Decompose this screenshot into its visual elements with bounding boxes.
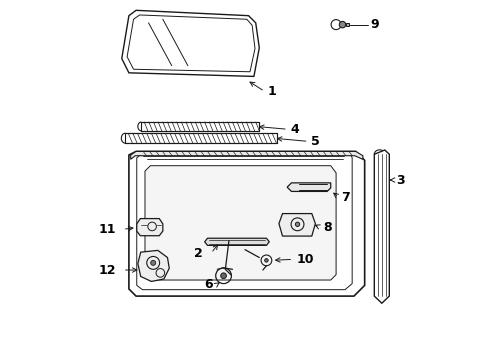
Text: 5: 5: [312, 135, 320, 148]
FancyBboxPatch shape: [346, 23, 348, 26]
Text: 4: 4: [291, 123, 299, 136]
Circle shape: [295, 222, 300, 226]
Circle shape: [265, 258, 268, 262]
Text: 12: 12: [98, 264, 116, 276]
Text: 8: 8: [323, 221, 332, 234]
Text: 2: 2: [195, 247, 203, 260]
Polygon shape: [138, 250, 169, 282]
Polygon shape: [287, 183, 331, 192]
Text: 7: 7: [341, 191, 349, 204]
Polygon shape: [137, 219, 163, 236]
Text: 6: 6: [204, 278, 213, 291]
Polygon shape: [279, 213, 316, 236]
Text: 10: 10: [296, 253, 314, 266]
Circle shape: [220, 273, 226, 279]
Polygon shape: [125, 133, 277, 143]
Polygon shape: [374, 150, 390, 303]
Polygon shape: [145, 166, 336, 280]
Circle shape: [339, 21, 346, 28]
Text: 1: 1: [267, 85, 276, 98]
Circle shape: [151, 260, 156, 265]
Polygon shape: [129, 152, 365, 296]
Polygon shape: [131, 152, 363, 159]
Text: 9: 9: [370, 18, 379, 31]
Polygon shape: [142, 122, 259, 131]
Polygon shape: [205, 238, 270, 246]
Text: 3: 3: [396, 174, 405, 186]
Text: 11: 11: [98, 223, 116, 236]
